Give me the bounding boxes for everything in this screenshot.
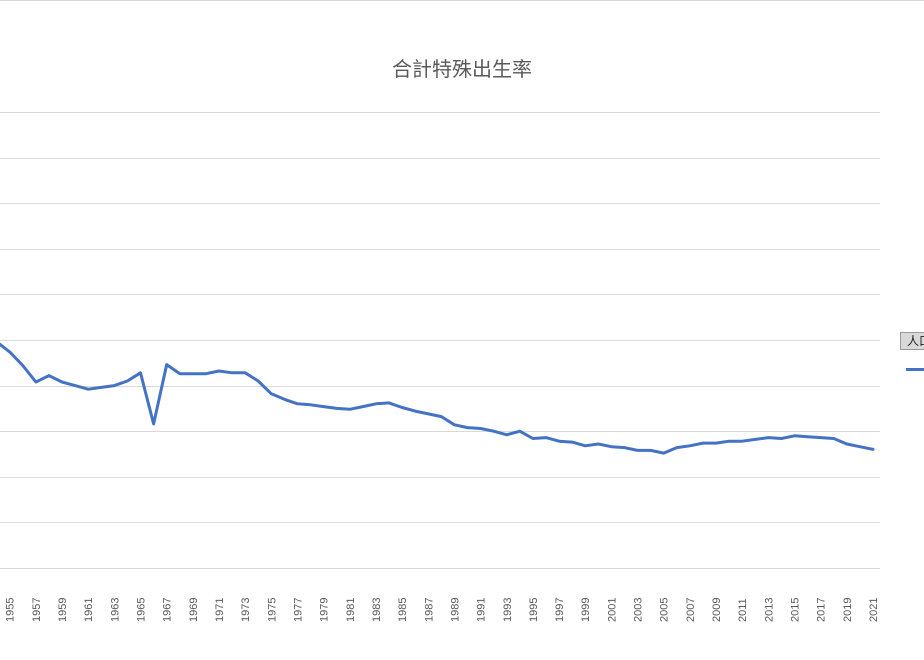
x-tick-label: 1961 xyxy=(83,598,95,622)
x-tick-label: 2021 xyxy=(868,598,880,622)
chart-title: 合計特殊出生率 xyxy=(392,57,532,81)
x-tick-label: 2007 xyxy=(685,598,697,622)
x-tick-label: 1977 xyxy=(292,598,304,622)
x-tick-label: 2017 xyxy=(816,598,828,622)
x-tick-label: 1975 xyxy=(266,598,278,622)
x-tick-label: 2011 xyxy=(737,598,749,622)
x-tick-label: 2003 xyxy=(633,598,645,622)
x-tick-label: 1973 xyxy=(240,598,252,622)
x-tick-label: 2001 xyxy=(606,598,618,622)
x-tick-label: 1959 xyxy=(57,598,69,622)
x-tick-label: 1983 xyxy=(371,598,383,622)
x-tick-label: 1981 xyxy=(345,598,357,622)
x-tick-label: 2015 xyxy=(790,598,802,622)
legend-label: 人口 xyxy=(900,332,924,350)
grid-layer xyxy=(0,0,924,569)
legend-swatch xyxy=(906,368,924,371)
x-tick-label: 1991 xyxy=(476,598,488,622)
series-line xyxy=(0,342,875,455)
x-tick-label: 2019 xyxy=(842,598,854,622)
x-tick-label: 2005 xyxy=(659,598,671,622)
x-tick-label: 1957 xyxy=(31,598,43,622)
x-tick-label: 1993 xyxy=(502,598,514,622)
x-tick-label: 1995 xyxy=(528,598,540,622)
x-tick-label: 1969 xyxy=(188,598,200,622)
x-tick-label: 1985 xyxy=(397,598,409,622)
x-tick-label: 1999 xyxy=(580,598,592,622)
x-tick-label: 1965 xyxy=(136,598,148,622)
x-tick-label: 2013 xyxy=(763,598,775,622)
x-tick-label: 1989 xyxy=(449,598,461,622)
x-tick-label: 1971 xyxy=(214,598,226,622)
x-tick-label: 1967 xyxy=(162,598,174,622)
x-tick-label: 2009 xyxy=(711,598,723,622)
x-tick-label: 1987 xyxy=(423,598,435,622)
x-tick-label: 1979 xyxy=(319,598,331,622)
x-tick-label: 1955 xyxy=(5,598,17,622)
x-tick-label: 1997 xyxy=(554,598,566,622)
series-layer xyxy=(0,342,875,455)
x-axis: 1955 1957 1959 1961 1963 1965 1967 1969 1971 1973… xyxy=(5,598,880,622)
x-tick-label: 1963 xyxy=(109,598,121,622)
